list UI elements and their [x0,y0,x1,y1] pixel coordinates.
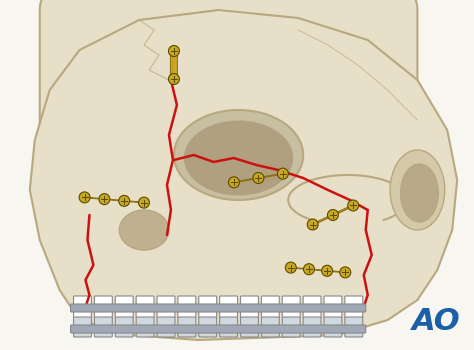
FancyBboxPatch shape [136,296,154,318]
FancyBboxPatch shape [157,296,175,318]
FancyBboxPatch shape [199,317,217,337]
Circle shape [118,195,130,206]
FancyBboxPatch shape [40,0,418,230]
Polygon shape [233,173,283,183]
Ellipse shape [401,164,438,222]
Circle shape [285,262,296,273]
Polygon shape [291,267,346,273]
Ellipse shape [119,210,169,250]
Circle shape [307,219,318,230]
FancyBboxPatch shape [240,317,258,337]
Circle shape [322,265,333,276]
Polygon shape [84,197,144,203]
FancyBboxPatch shape [73,296,91,318]
FancyBboxPatch shape [157,317,175,337]
Ellipse shape [184,120,293,196]
Circle shape [328,210,338,221]
FancyBboxPatch shape [71,304,366,312]
FancyBboxPatch shape [178,317,196,337]
Text: AO: AO [412,307,461,336]
FancyBboxPatch shape [282,317,300,337]
Circle shape [277,168,288,179]
FancyBboxPatch shape [219,296,237,318]
FancyBboxPatch shape [303,317,321,337]
FancyBboxPatch shape [324,296,342,318]
FancyBboxPatch shape [199,296,217,318]
FancyBboxPatch shape [345,296,363,318]
FancyBboxPatch shape [282,296,300,318]
Circle shape [168,46,179,56]
Circle shape [303,264,314,275]
FancyBboxPatch shape [115,317,133,337]
Polygon shape [30,10,457,340]
FancyBboxPatch shape [94,296,112,318]
Circle shape [138,197,149,208]
FancyBboxPatch shape [303,296,321,318]
FancyBboxPatch shape [324,317,342,337]
Circle shape [168,74,179,84]
Circle shape [79,192,90,203]
Circle shape [348,200,359,211]
Circle shape [340,267,351,278]
FancyBboxPatch shape [178,296,196,318]
FancyBboxPatch shape [261,296,279,318]
Circle shape [253,173,264,183]
FancyBboxPatch shape [73,317,91,337]
FancyBboxPatch shape [136,317,154,337]
Circle shape [228,177,239,188]
FancyBboxPatch shape [240,296,258,318]
FancyBboxPatch shape [345,317,363,337]
Polygon shape [171,48,177,83]
FancyBboxPatch shape [71,325,366,333]
Circle shape [99,194,110,205]
FancyBboxPatch shape [94,317,112,337]
FancyBboxPatch shape [219,317,237,337]
FancyBboxPatch shape [115,296,133,318]
Ellipse shape [174,110,303,200]
Polygon shape [311,204,355,226]
FancyBboxPatch shape [261,317,279,337]
Ellipse shape [390,150,445,230]
